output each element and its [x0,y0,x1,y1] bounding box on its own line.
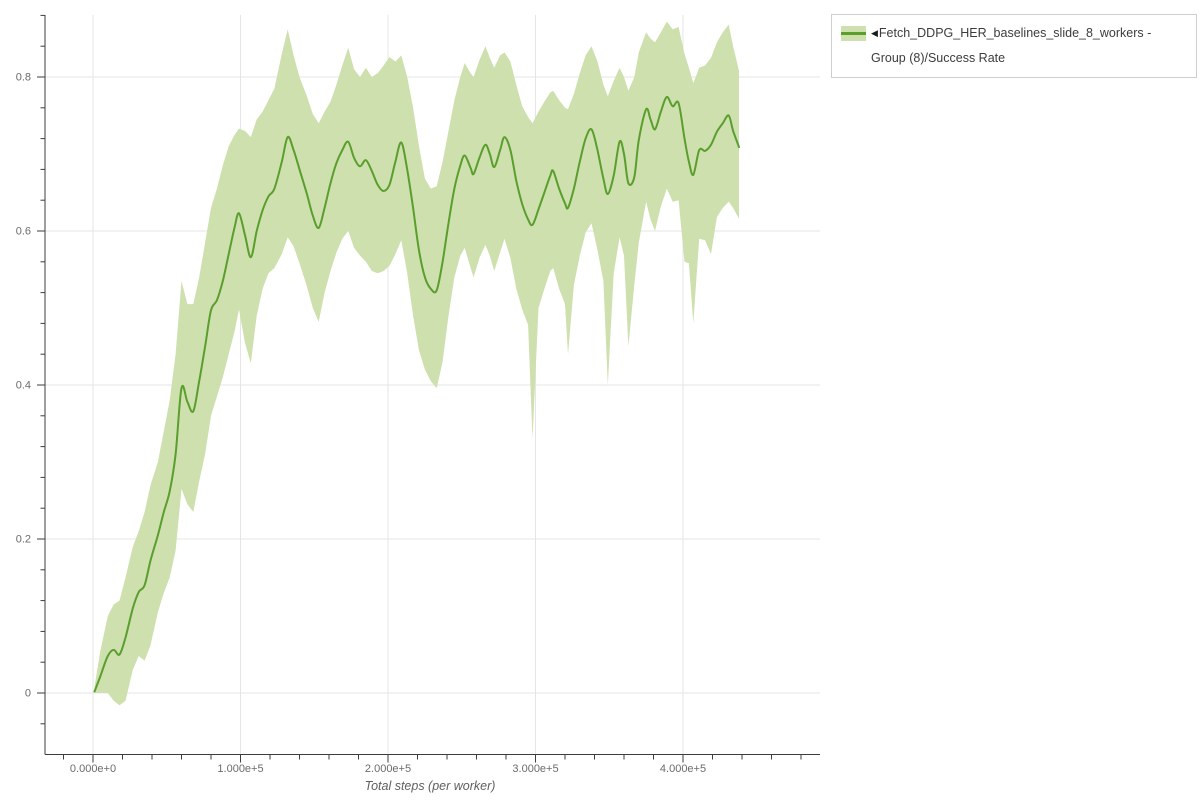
legend: ◀Fetch_DDPG_HER_baselines_slide_8_worker… [831,14,1197,78]
collapse-legend-icon[interactable]: ◀ [871,28,878,38]
legend-entry: ◀Fetch_DDPG_HER_baselines_slide_8_worker… [871,21,1187,71]
x-tick-label: 4.000e+5 [660,763,706,775]
legend-label: Fetch_DDPG_HER_baselines_slide_8_workers… [871,26,1152,65]
mean-line [93,96,740,693]
y-axis: 0 0.2 0.4 0.6 0.8 [16,14,46,755]
x-axis-title: Total steps (per worker) [364,779,496,793]
y-tick-label: 0.4 [16,380,31,392]
x-tick-label: 0.000e+0 [70,763,116,775]
confidence-band [94,21,739,706]
y-tick-label: 0 [25,688,31,700]
x-tick-label: 1.000e+5 [217,763,263,775]
x-tick-label: 3.000e+5 [512,763,558,775]
y-tick-label: 0.6 [16,226,31,238]
series-color-swatch [841,26,866,41]
legend-item[interactable]: ◀Fetch_DDPG_HER_baselines_slide_8_worker… [841,21,1187,71]
series-line-swatch [841,32,866,35]
x-tick-label: 2.000e+5 [365,763,411,775]
x-axis: 0.000e+0 1.000e+5 2.000e+5 3.000e+5 4.000e+5 [45,754,820,775]
y-tick-label: 0.2 [16,534,31,546]
y-tick-label: 0.8 [16,72,31,84]
